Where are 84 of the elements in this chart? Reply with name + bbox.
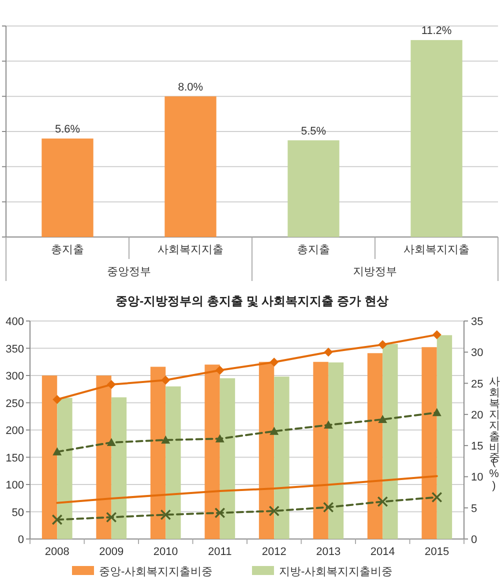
point: [161, 435, 170, 444]
point: [377, 496, 388, 508]
x-tick-label: 총지출: [51, 244, 84, 256]
y-tick-label: 200: [6, 425, 24, 437]
y-tick-label: 50: [12, 506, 24, 519]
y-tick-label: 400: [6, 316, 24, 328]
point: [378, 414, 388, 424]
bar: [220, 378, 236, 539]
y2-axis-title: 사회복지지출비중(%): [488, 368, 501, 492]
bar: [422, 347, 437, 539]
x-tick-label: 사회복지지출: [158, 244, 224, 256]
y2-tick-label: 20: [471, 409, 484, 422]
y-tick-label: 350: [6, 343, 24, 356]
point: [268, 506, 280, 516]
bar: [42, 376, 58, 539]
bar: [367, 353, 383, 539]
point: [324, 420, 333, 429]
bar: [150, 366, 166, 539]
y2-tick-label: 5: [471, 502, 478, 515]
y-tick-label: 150: [6, 452, 24, 464]
bar: [288, 140, 340, 237]
point: [52, 394, 62, 404]
point: [106, 512, 117, 523]
bar: [258, 362, 274, 539]
chart-title: 중앙-지방정부의 총지출 및 사회복지지출 증가 현상: [116, 294, 388, 308]
x-tick-label: 2013: [316, 546, 341, 558]
point: [161, 376, 170, 385]
point: [324, 348, 333, 357]
point: [52, 514, 63, 526]
y-tick-label: 300: [6, 370, 24, 382]
x-tick-label: 총지출: [297, 244, 330, 256]
point: [270, 358, 279, 367]
y2-tick-label: 25: [471, 378, 484, 390]
x-tick-label: 2008: [44, 546, 70, 558]
y2-tick-label: 0: [471, 534, 478, 546]
y2-tick-label: 30: [471, 347, 484, 360]
data-label: 11.2%: [421, 25, 452, 38]
y2-tick-label: 10: [471, 472, 484, 484]
point: [214, 507, 226, 518]
bar: [274, 376, 290, 539]
line-series: [56, 475, 438, 504]
point: [215, 366, 224, 375]
x-tick-label: 사회복지지출: [404, 244, 470, 256]
data-label: 8.0%: [178, 81, 204, 94]
point: [215, 434, 224, 442]
point: [52, 447, 62, 456]
legend-label: 지방-사회복지지출비중: [279, 566, 393, 578]
point: [378, 340, 388, 350]
bar: [436, 335, 452, 539]
x-tick-label: 2015: [424, 546, 450, 558]
x-tick-label: 2012: [262, 546, 286, 558]
data-label: 5.5%: [300, 125, 326, 138]
bar: [410, 40, 462, 237]
bar: [328, 362, 344, 539]
x-tick-label: 2010: [153, 546, 178, 558]
bar: [204, 364, 220, 539]
point: [270, 426, 279, 435]
text: 중앙정부: [107, 266, 151, 278]
x-tick-label: 2011: [208, 546, 232, 558]
text: 지방정부: [353, 266, 397, 278]
point: [160, 509, 172, 520]
y2-tick-label: 15: [471, 440, 484, 453]
bar: [382, 344, 398, 539]
legend-label: 중앙-사회복지지출비중: [99, 566, 213, 578]
y-tick-label: 0: [18, 534, 24, 546]
bar: [313, 362, 328, 539]
bar: [164, 96, 216, 237]
bar: [57, 398, 72, 539]
point: [431, 492, 442, 503]
bar: [96, 376, 112, 539]
x-tick-label: 2009: [99, 546, 124, 558]
bar: [166, 386, 181, 539]
y-tick-label: 100: [6, 480, 24, 492]
x-tick-label: 2014: [370, 546, 395, 558]
point: [106, 438, 116, 446]
y-tick-label: 250: [6, 398, 24, 410]
point: [106, 380, 116, 390]
bar: [42, 138, 94, 237]
bar: [111, 397, 127, 539]
point: [432, 330, 442, 340]
point: [432, 408, 442, 416]
point: [322, 502, 334, 513]
y2-tick-label: 35: [471, 316, 484, 328]
data-label: 5.6%: [54, 124, 80, 136]
